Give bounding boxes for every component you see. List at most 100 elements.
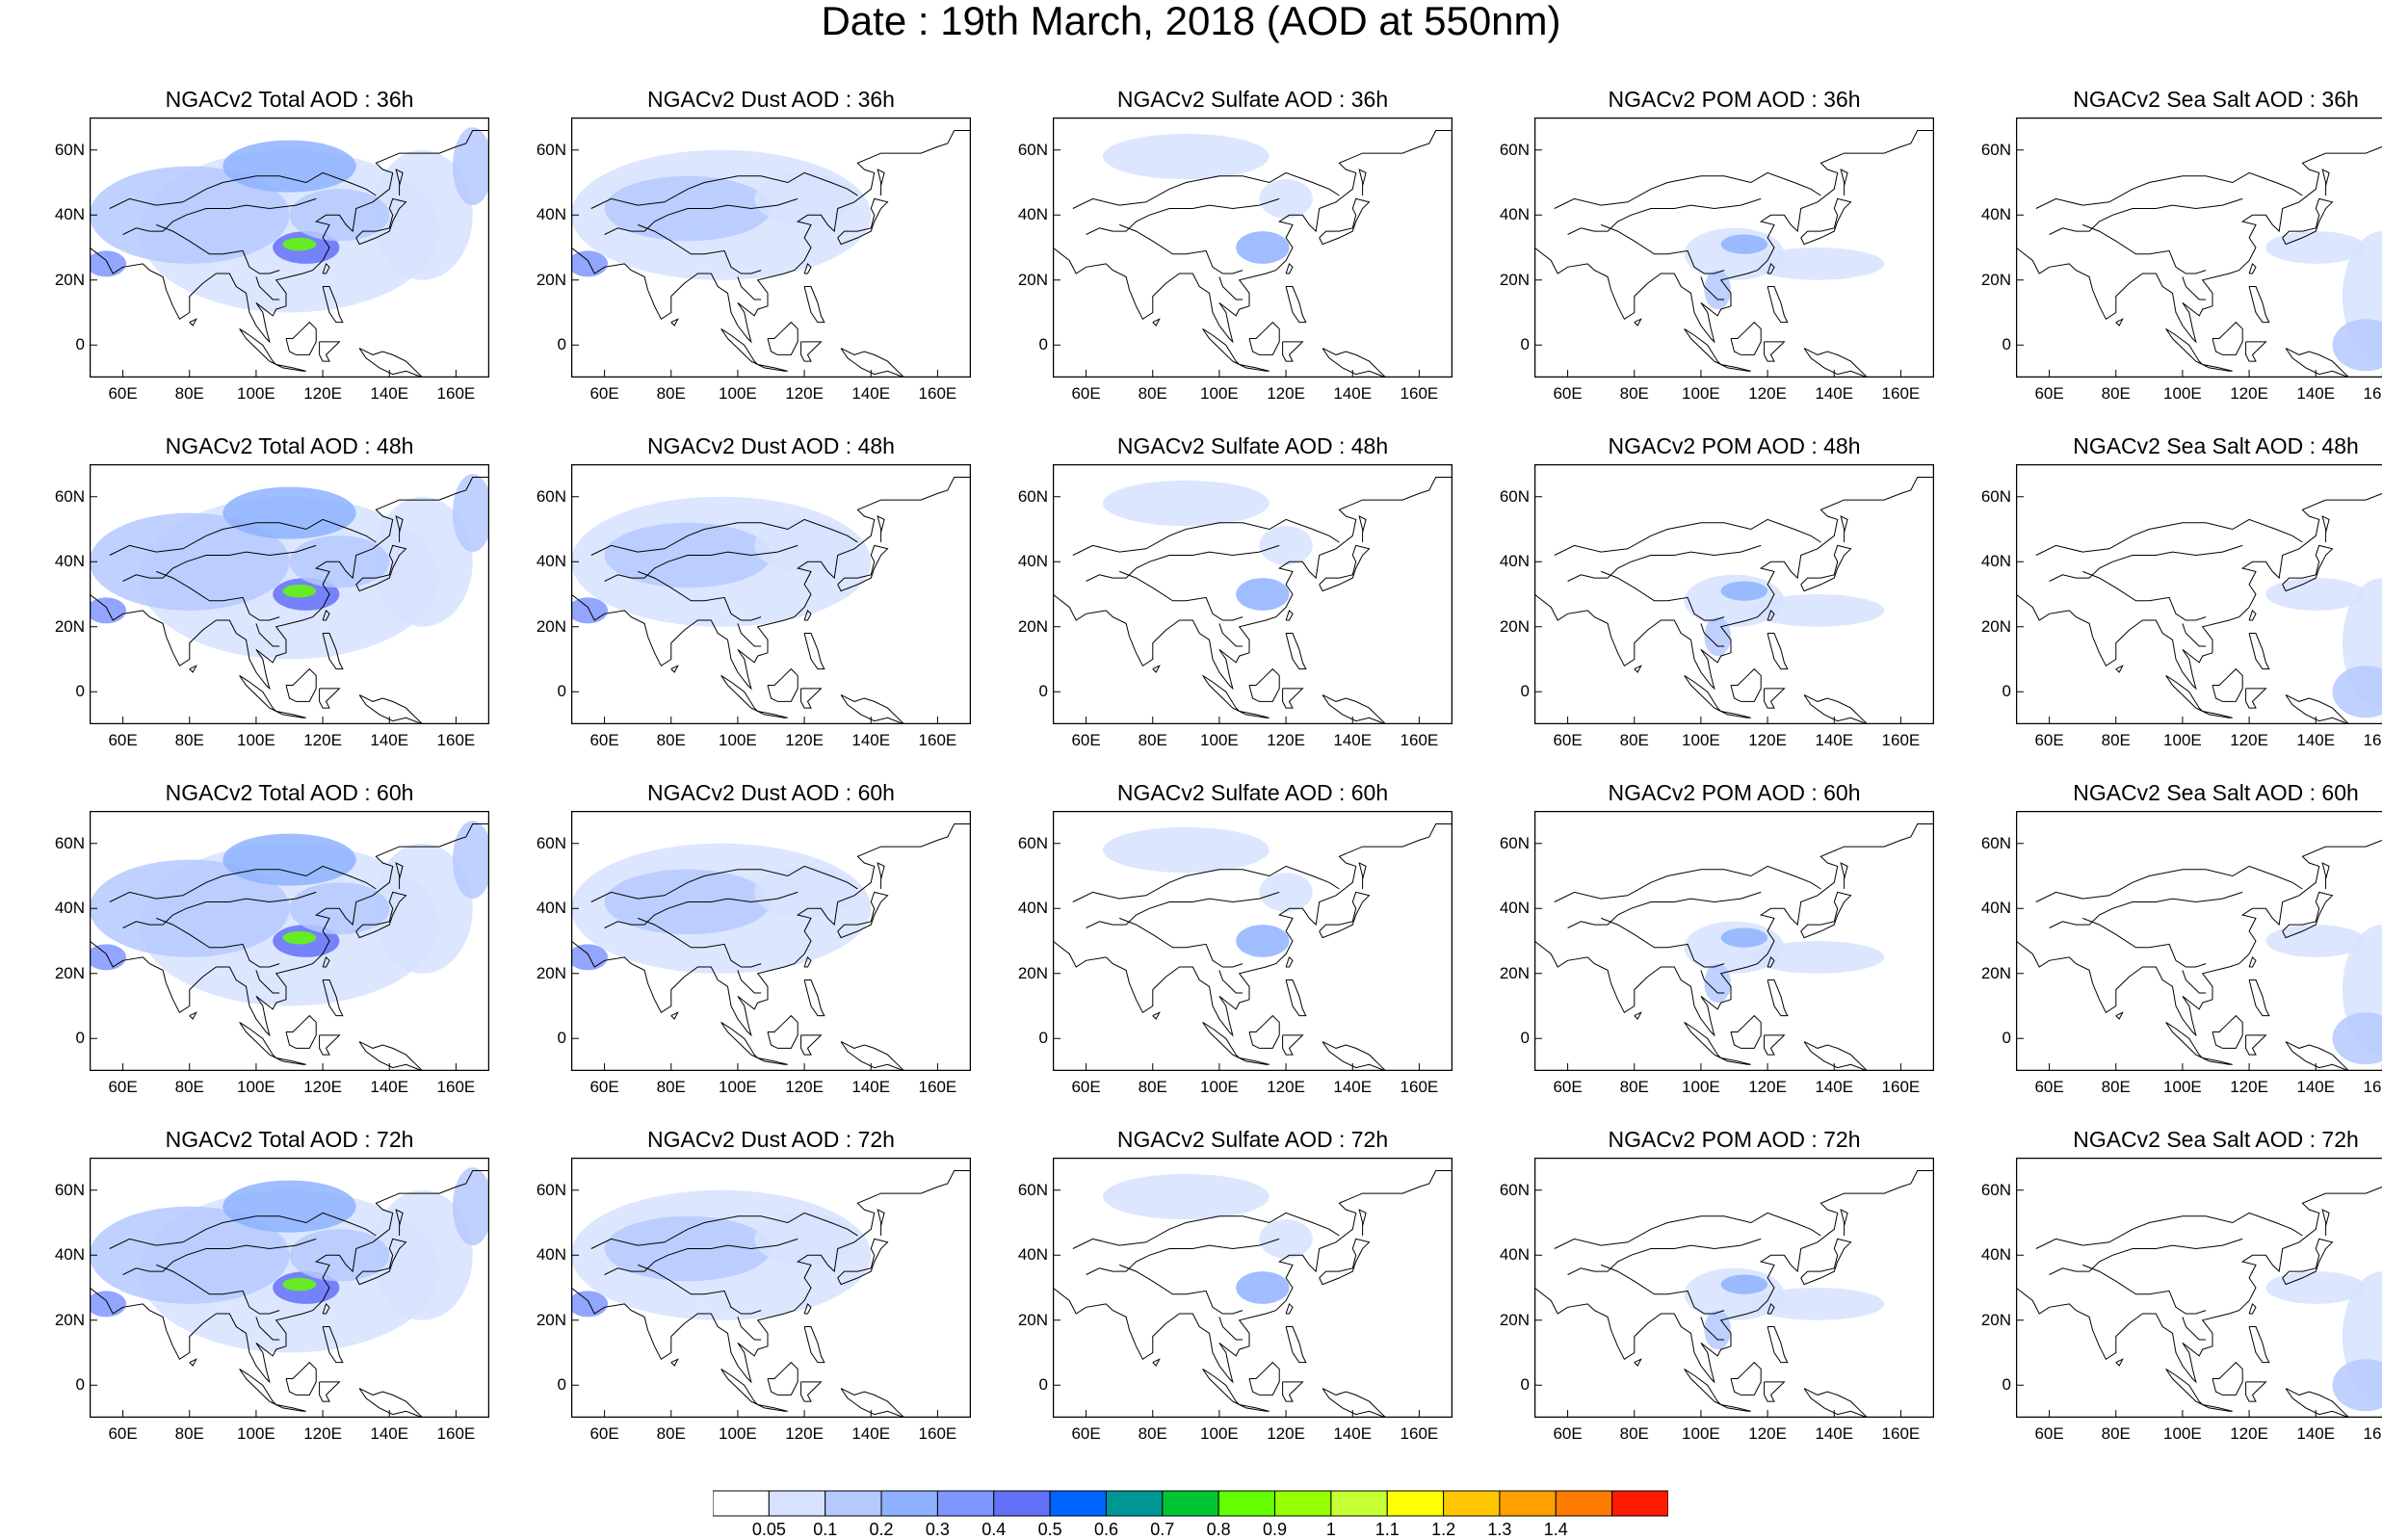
- colorbar-swatch: [1444, 1491, 1500, 1516]
- panel-title: NGACv2 Sea Salt AOD : 60h: [2004, 780, 2382, 805]
- lon-tick-label: 80E: [642, 1079, 700, 1096]
- lat-tick-label: 40N: [1009, 553, 1048, 570]
- lat-tick-label: 20N: [528, 1312, 566, 1329]
- map-plot: [571, 117, 971, 378]
- lat-tick-label: 0: [1009, 1030, 1048, 1047]
- panel-title: NGACv2 POM AOD : 60h: [1523, 780, 1947, 805]
- lon-tick-label: 60E: [1539, 1425, 1597, 1443]
- lon-tick-label: 60E: [1058, 1079, 1115, 1096]
- lat-tick-label: 40N: [46, 900, 85, 917]
- lat-tick-label: 0: [1973, 1030, 2011, 1047]
- lon-tick-label: 160E: [2353, 1079, 2382, 1096]
- lat-tick-label: 0: [1009, 336, 1048, 353]
- panel-title: NGACv2 Sea Salt AOD : 48h: [2004, 433, 2382, 458]
- colorbar-swatch: [825, 1491, 881, 1516]
- lon-tick-label: 60E: [2021, 1079, 2079, 1096]
- lat-tick-label: 60N: [1009, 835, 1048, 852]
- panel-title: NGACv2 Total AOD : 36h: [78, 87, 502, 112]
- lon-tick-label: 120E: [294, 732, 352, 749]
- lon-tick-label: 80E: [161, 385, 219, 403]
- lon-tick-label: 80E: [1124, 385, 1182, 403]
- lon-tick-label: 60E: [576, 385, 634, 403]
- lon-tick-label: 80E: [2087, 732, 2145, 749]
- lon-tick-label: 120E: [294, 385, 352, 403]
- colorbar-swatch: [1163, 1491, 1218, 1516]
- colorbar-swatch: [1612, 1491, 1668, 1516]
- lon-tick-label: 120E: [2220, 1425, 2278, 1443]
- colorbar: [713, 1490, 1668, 1517]
- aod-field-region: [1103, 134, 1270, 179]
- lat-tick-label: 0: [1491, 336, 1530, 353]
- aod-field-region: [222, 834, 355, 886]
- lat-tick-label: 40N: [528, 206, 566, 223]
- lon-tick-label: 80E: [642, 385, 700, 403]
- lat-tick-label: 40N: [528, 900, 566, 917]
- map-plot: [571, 464, 971, 724]
- aod-field-region: [1259, 526, 1312, 565]
- aod-field-region: [1259, 873, 1312, 912]
- lon-tick-label: 120E: [1739, 1079, 1796, 1096]
- lat-tick-label: 60N: [46, 1182, 85, 1199]
- lat-tick-label: 40N: [1009, 900, 1048, 917]
- lon-tick-label: 100E: [709, 1425, 767, 1443]
- lon-tick-label: 160E: [1390, 1079, 1448, 1096]
- lon-tick-label: 140E: [2287, 1425, 2344, 1443]
- lat-tick-label: 0: [1973, 683, 2011, 700]
- lon-tick-label: 140E: [360, 385, 418, 403]
- lat-tick-label: 20N: [1491, 618, 1530, 636]
- map-plot: [1534, 1158, 1934, 1418]
- colorbar-swatch: [769, 1491, 825, 1516]
- aod-field-region: [1236, 578, 1289, 611]
- lon-tick-label: 60E: [94, 385, 152, 403]
- lat-tick-label: 20N: [1973, 272, 2011, 289]
- lon-tick-label: 80E: [1124, 1079, 1182, 1096]
- lon-tick-label: 80E: [1606, 385, 1663, 403]
- lat-tick-label: 0: [528, 1030, 566, 1047]
- lon-tick-label: 140E: [360, 732, 418, 749]
- map-plot: [1534, 464, 1934, 724]
- aod-field-region: [1259, 1219, 1312, 1259]
- map-plot: [90, 464, 489, 724]
- map-plot: [571, 811, 971, 1071]
- lat-tick-label: 60N: [1491, 142, 1530, 159]
- lat-tick-label: 40N: [46, 206, 85, 223]
- lon-tick-label: 120E: [1739, 732, 1796, 749]
- lat-tick-label: 60N: [528, 142, 566, 159]
- lon-tick-label: 140E: [1805, 732, 1863, 749]
- lon-tick-label: 60E: [2021, 1425, 2079, 1443]
- lat-tick-label: 60N: [1491, 1182, 1530, 1199]
- map-plot: [1053, 1158, 1453, 1418]
- lon-tick-label: 100E: [709, 1079, 767, 1096]
- aod-field-region: [222, 1181, 355, 1233]
- lon-tick-label: 120E: [775, 1079, 833, 1096]
- colorbar-swatch: [1050, 1491, 1106, 1516]
- lat-tick-label: 0: [1973, 336, 2011, 353]
- lon-tick-label: 100E: [1191, 385, 1248, 403]
- lon-tick-label: 160E: [1872, 385, 1929, 403]
- lat-tick-label: 0: [1491, 683, 1530, 700]
- lon-tick-label: 160E: [427, 385, 484, 403]
- lon-tick-label: 140E: [1323, 385, 1381, 403]
- lon-tick-label: 100E: [227, 732, 285, 749]
- panel-title: NGACv2 Total AOD : 48h: [78, 433, 502, 458]
- lon-tick-label: 120E: [1739, 385, 1796, 403]
- lon-tick-label: 140E: [2287, 732, 2344, 749]
- panel-title: NGACv2 Sulfate AOD : 60h: [1041, 780, 1465, 805]
- lon-tick-label: 100E: [1672, 1079, 1730, 1096]
- lon-tick-label: 160E: [1872, 732, 1929, 749]
- panel-title: NGACv2 POM AOD : 36h: [1523, 87, 1947, 112]
- lat-tick-label: 20N: [46, 965, 85, 982]
- map-plot: [2016, 464, 2382, 724]
- lon-tick-label: 100E: [227, 1425, 285, 1443]
- lon-tick-label: 60E: [576, 732, 634, 749]
- lon-tick-label: 60E: [2021, 385, 2079, 403]
- lon-tick-label: 60E: [1539, 732, 1597, 749]
- lon-tick-label: 120E: [2220, 732, 2278, 749]
- lon-tick-label: 140E: [842, 732, 900, 749]
- colorbar-swatch: [994, 1491, 1050, 1516]
